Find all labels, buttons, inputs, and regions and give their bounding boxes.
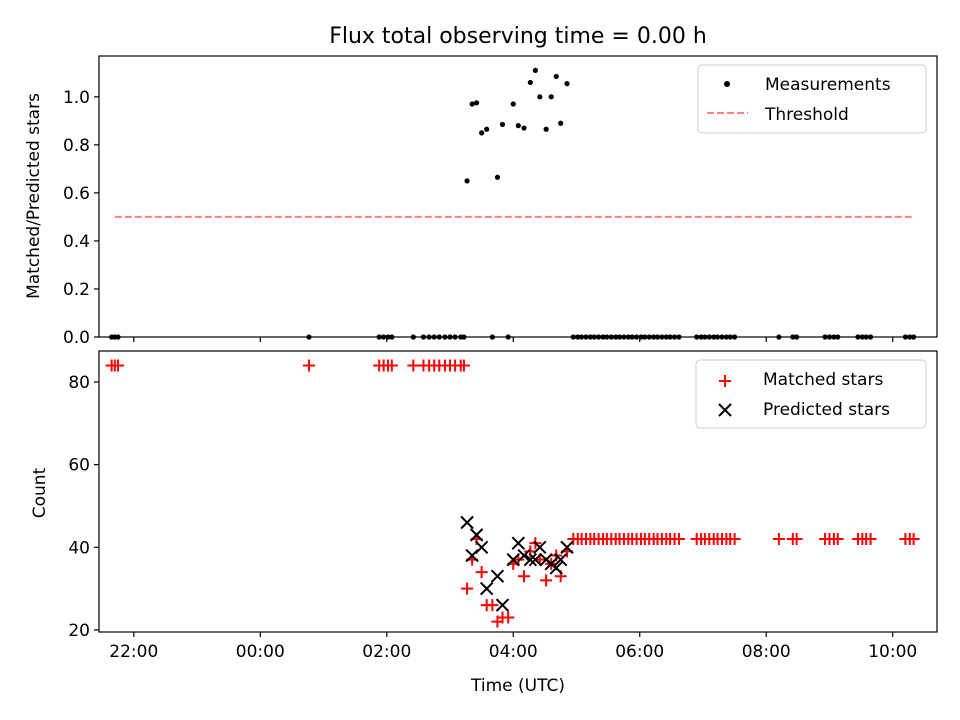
matched-star-point <box>461 582 474 595</box>
predicted-star-point <box>495 598 510 612</box>
matched-star-point <box>728 533 741 546</box>
matched-star-point <box>486 599 499 612</box>
legend-measurements-marker <box>724 81 730 87</box>
matched-star-point <box>407 359 420 372</box>
count-panel-xlabel: Time (UTC) <box>470 676 565 696</box>
measurement-point <box>464 178 470 184</box>
axes-frame <box>98 55 938 338</box>
chart-title: Flux total observing time = 0.00 h <box>329 24 707 49</box>
measurement-point <box>479 130 485 136</box>
measurement-point <box>548 94 554 100</box>
count-panel-axes: 20 40 60 80 22:00 00:00 02:00 04:00 06:00 08:00 10… <box>68 350 938 662</box>
x-tick-label: 06:00 <box>615 642 664 662</box>
count-panel-marks <box>105 359 920 628</box>
x-tick-label: 04:00 <box>489 642 538 662</box>
x-tick-label: 10:00 <box>868 642 917 662</box>
predicted-star-point <box>479 581 494 596</box>
matched-star-point <box>790 533 803 546</box>
predicted-star-point <box>506 552 520 567</box>
predicted-star-point <box>560 540 574 554</box>
axes-frame <box>98 350 938 633</box>
y-tick-label: 0.6 <box>63 184 90 204</box>
measurement-point <box>510 101 516 107</box>
matched-star-point <box>302 359 315 372</box>
ratio-panel: 0.0 0.2 0.4 0.6 0.8 1.0 Matched/Predicted sta… <box>24 55 938 348</box>
matched-star-point <box>111 359 124 372</box>
legend-measurements-label: Measurements <box>765 75 891 95</box>
legend-frame <box>697 64 927 134</box>
measurement-point <box>494 174 501 180</box>
ratio-panel-marks <box>109 67 917 340</box>
measurement-point <box>499 121 506 128</box>
predicted-star-point <box>517 548 531 563</box>
legend-predicted-label: Predicted stars <box>763 400 890 420</box>
matched-star-point <box>672 533 685 546</box>
matched-star-point <box>864 533 877 546</box>
legend-threshold-label: Threshold <box>764 105 849 125</box>
y-tick-label: 40 <box>68 538 90 558</box>
predicted-star-point <box>523 552 538 567</box>
matched-star-point <box>385 359 398 372</box>
y-tick-label: 0.0 <box>63 328 90 348</box>
predicted-star-point <box>533 540 547 554</box>
matched-star-point <box>502 611 515 624</box>
measurement-point <box>532 67 538 74</box>
y-tick-label: 0.8 <box>63 136 90 156</box>
count-panel-ylabel: Count <box>30 467 50 518</box>
measurement-point <box>553 73 559 80</box>
legend-matched-marker <box>719 375 731 387</box>
x-tick-label: 22:00 <box>109 642 158 662</box>
measurement-point <box>473 100 480 106</box>
predicted-star-point <box>549 561 563 575</box>
measurement-point <box>558 120 564 126</box>
x-tick-label: 02:00 <box>362 642 411 662</box>
matched-star-point <box>772 533 785 546</box>
measurement-point <box>521 125 527 131</box>
matched-star-point <box>907 533 920 546</box>
ratio-panel-axes: 0.0 0.2 0.4 0.6 0.8 1.0 <box>63 55 938 348</box>
predicted-star-point <box>474 540 489 554</box>
ratio-panel-ylabel: Matched/Predicted stars <box>24 93 44 299</box>
ratio-panel-legend: Measurements Threshold <box>697 64 927 134</box>
legend-matched-label: Matched stars <box>763 370 883 390</box>
predicted-star-point <box>553 552 568 567</box>
y-tick-label: 20 <box>68 621 90 641</box>
matched-star-point <box>518 570 531 583</box>
measurement-point <box>515 123 521 129</box>
predicted-star-point <box>490 569 505 583</box>
measurement-point <box>484 126 490 132</box>
predicted-star-point <box>460 515 474 530</box>
y-tick-label: 1.0 <box>63 88 90 108</box>
count-panel: 20 40 60 80 22:00 00:00 02:00 04:00 06:00 08:00 10… <box>30 350 938 696</box>
y-tick-label: 60 <box>68 456 90 476</box>
measurement-point <box>527 79 533 86</box>
legend-predicted-marker <box>718 403 732 417</box>
matched-star-point <box>475 566 488 579</box>
predicted-star-point <box>469 528 484 542</box>
y-tick-label: 80 <box>68 373 90 393</box>
measurement-point <box>469 101 475 107</box>
predicted-star-point <box>511 536 526 550</box>
matched-star-point <box>540 574 553 587</box>
x-tick-label: 00:00 <box>236 642 285 662</box>
matched-star-point <box>457 359 470 372</box>
legend-frame <box>695 359 927 429</box>
y-tick-label: 0.2 <box>63 280 90 300</box>
measurement-point <box>543 126 549 132</box>
predicted-star-point <box>528 552 543 567</box>
count-panel-legend: Matched stars Predicted stars <box>695 359 927 429</box>
measurement-point <box>564 81 570 87</box>
y-tick-label: 0.4 <box>63 232 90 252</box>
matched-star-point <box>831 533 844 546</box>
measurement-point <box>537 94 543 100</box>
x-tick-label: 08:00 <box>742 642 791 662</box>
